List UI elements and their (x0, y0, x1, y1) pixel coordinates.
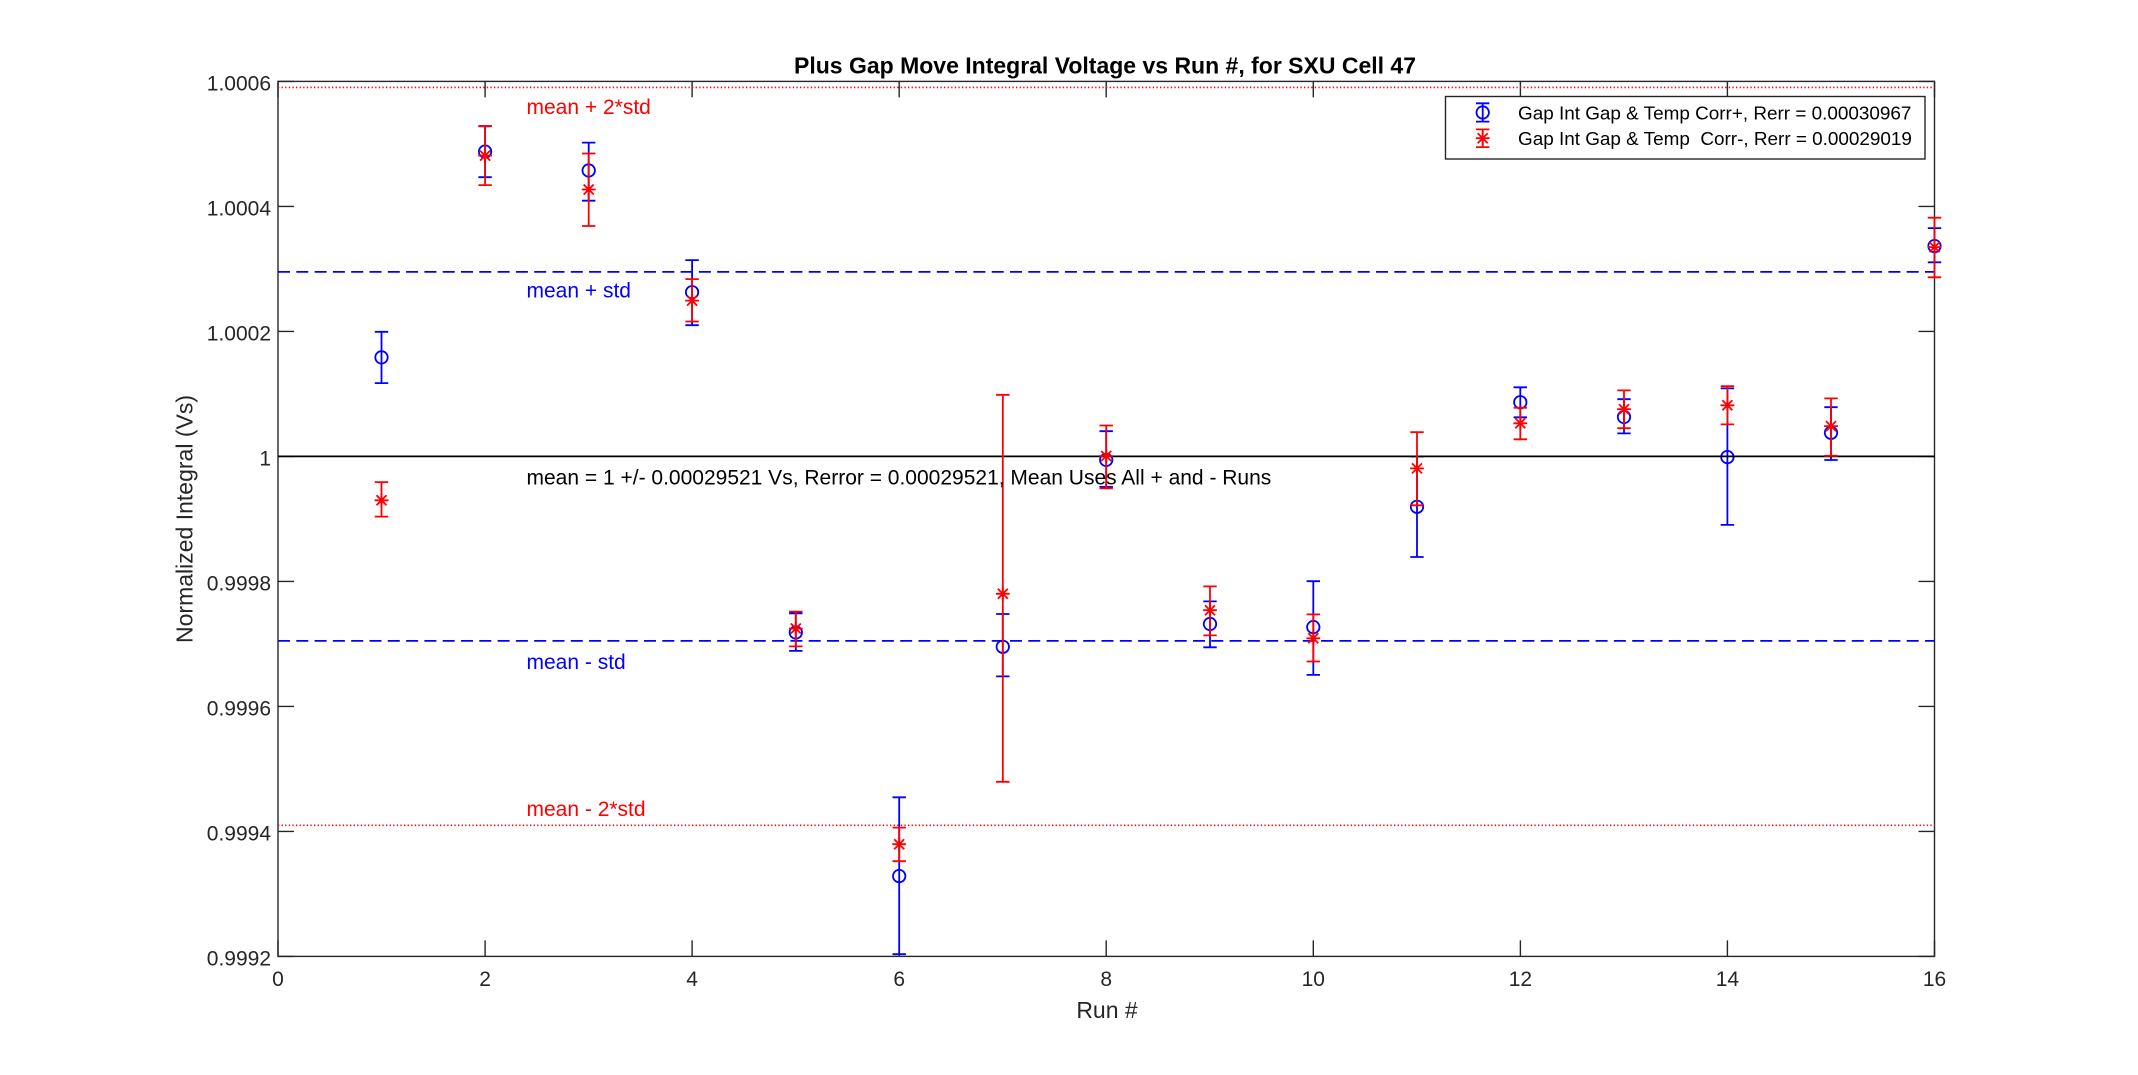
svg-text:2: 2 (479, 968, 491, 991)
svg-text:16: 16 (1923, 968, 1946, 991)
svg-text:Gap Int Gap & Temp Corr-, Rer: Gap Int Gap & Temp Corr-, Rerr = 0.00029… (1518, 129, 1912, 150)
svg-text:8: 8 (1100, 968, 1112, 991)
svg-text:Plus Gap Move Integral Voltage: Plus Gap Move Integral Voltage vs Run #,… (794, 52, 1416, 78)
svg-text:1: 1 (259, 447, 271, 470)
svg-text:1.0004: 1.0004 (207, 197, 272, 220)
svg-text:mean = 1 +/- 0.00029521 Vs, Re: mean = 1 +/- 0.00029521 Vs, Rerror = 0.0… (527, 467, 1272, 490)
svg-text:Gap Int Gap & Temp Corr+, Rerr: Gap Int Gap & Temp Corr+, Rerr = 0.00030… (1518, 104, 1911, 125)
svg-text:mean - std: mean - std (527, 651, 626, 674)
svg-text:12: 12 (1509, 968, 1532, 991)
svg-text:10: 10 (1302, 968, 1325, 991)
svg-text:mean + 2*std: mean + 2*std (527, 96, 651, 119)
svg-text:mean - 2*std: mean - 2*std (527, 798, 646, 821)
svg-text:6: 6 (893, 968, 905, 991)
svg-text:1.0002: 1.0002 (207, 322, 271, 345)
svg-text:Normalized Integral (Vs): Normalized Integral (Vs) (172, 395, 198, 643)
svg-text:4: 4 (686, 968, 698, 991)
svg-text:Run #: Run # (1076, 997, 1138, 1023)
svg-text:1.0006: 1.0006 (207, 72, 271, 95)
svg-text:mean + std: mean + std (527, 280, 631, 303)
svg-text:0.9998: 0.9998 (207, 572, 271, 595)
svg-text:0.9992: 0.9992 (207, 947, 271, 970)
svg-text:0.9994: 0.9994 (207, 822, 272, 845)
svg-text:14: 14 (1716, 968, 1740, 991)
svg-text:0: 0 (272, 968, 284, 991)
svg-text:0.9996: 0.9996 (207, 697, 271, 720)
